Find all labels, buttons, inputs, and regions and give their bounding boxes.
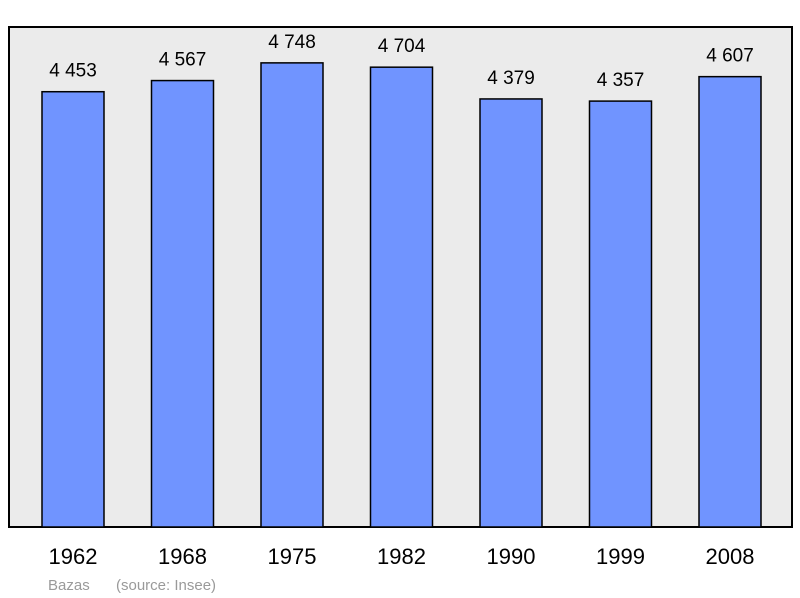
bar-2008 [698,75,762,528]
bar-1999 [588,100,653,528]
x-tick-label-1990: 1990 [487,544,536,569]
x-axis-tick-labels: 1962 1968 1975 1982 1990 1999 2008 [49,544,755,569]
value-label-2008: 4 607 [706,46,754,67]
footer-place: Bazas [48,577,90,594]
x-tick-label-1962: 1962 [49,544,98,569]
value-label-1982: 4 704 [378,36,426,57]
x-tick-label-2008: 2008 [706,544,755,569]
value-labels-group: 4 453 4 567 4 748 4 704 4 379 4 357 4 607 [49,32,754,91]
x-tick-label-1975: 1975 [268,544,317,569]
bar-1990 [479,98,543,528]
bar-1982 [369,66,434,528]
value-label-1962: 4 453 [49,61,97,82]
x-tick-label-1982: 1982 [377,544,426,569]
bar-1975 [260,62,324,528]
x-tick-label-1999: 1999 [596,544,645,569]
value-label-1999: 4 357 [597,70,645,91]
footer-source: (source: Insee) [116,577,216,594]
bar-1968 [150,79,215,528]
x-tick-label-1968: 1968 [158,544,207,569]
bar-1962 [41,90,105,528]
value-label-1968: 4 567 [159,50,207,71]
bars-group [41,62,762,528]
value-label-1990: 4 379 [487,68,535,89]
value-label-1975: 4 748 [268,32,316,53]
